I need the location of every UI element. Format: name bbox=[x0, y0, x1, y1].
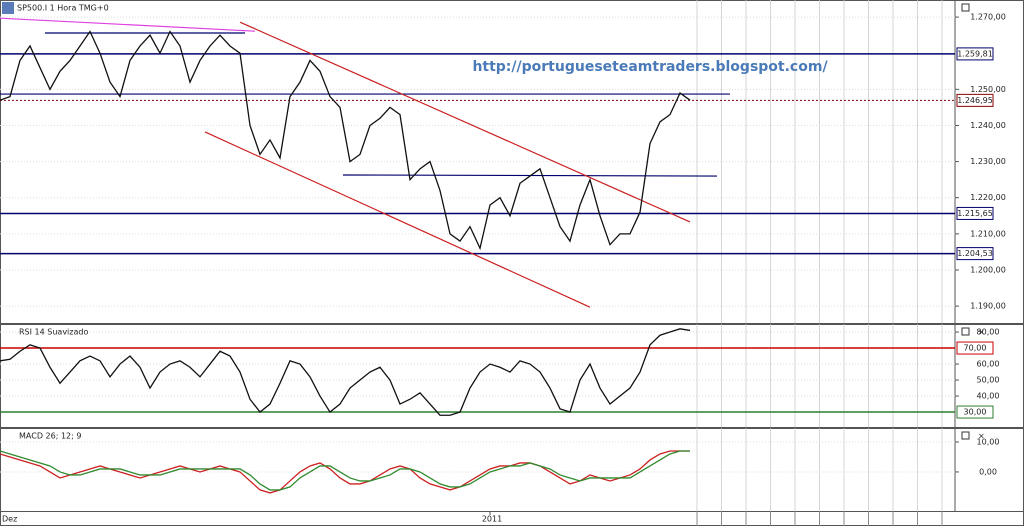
level-label-box bbox=[956, 93, 994, 107]
level-label: 30,00 bbox=[964, 408, 987, 417]
date-strip bbox=[0, 511, 1024, 526]
level-label-box bbox=[956, 47, 994, 61]
level-label: 1.215,65 bbox=[957, 209, 993, 218]
y-tick-label: 1.250,00 bbox=[970, 85, 1006, 94]
panel-button[interactable] bbox=[961, 431, 970, 440]
level-label-box bbox=[956, 206, 994, 220]
trend-line bbox=[239, 21, 691, 223]
close-button[interactable]: × bbox=[978, 432, 985, 441]
y-tick-label: 1.220,00 bbox=[970, 193, 1006, 202]
y-tick-label: 1.190,00 bbox=[970, 302, 1006, 311]
level-label-box bbox=[956, 247, 994, 261]
panel-title: SP500.I 1 Hora TMG+0 bbox=[17, 4, 109, 13]
panel-button[interactable] bbox=[961, 3, 970, 12]
panel-title: RSI 14 Suavizado bbox=[19, 328, 88, 337]
level-label: 1.259,81 bbox=[957, 49, 993, 58]
y-tick-label: 1.270,00 bbox=[970, 13, 1006, 22]
url-annotation: http://portugueseteamtraders.blogspot.co… bbox=[472, 59, 828, 75]
y-tick-label: 1.200,00 bbox=[970, 265, 1006, 274]
panel-title: MACD 26; 12; 9 bbox=[19, 432, 81, 441]
y-tick-label: 0,00 bbox=[979, 467, 997, 476]
y-tick-label: 1.240,00 bbox=[970, 121, 1006, 130]
y-tick-label: 50,00 bbox=[977, 376, 1000, 385]
close-button[interactable]: × bbox=[978, 328, 985, 337]
y-tick-label: 10,00 bbox=[977, 437, 1000, 446]
level-label-box bbox=[956, 341, 994, 355]
level-label: 1.246,95 bbox=[957, 96, 993, 105]
y-tick-label: 80,00 bbox=[977, 328, 1000, 337]
trend-line bbox=[204, 131, 591, 308]
level-label: 70,00 bbox=[964, 344, 987, 353]
series-line bbox=[0, 30, 691, 251]
level-label: 1.204,53 bbox=[957, 249, 993, 258]
logo-icon bbox=[2, 2, 14, 14]
series-line bbox=[0, 450, 690, 494]
y-tick-label: 1.210,00 bbox=[970, 229, 1006, 238]
series-line bbox=[0, 328, 691, 416]
x-tick-label: Dez bbox=[2, 515, 17, 524]
y-tick-label: 1.230,00 bbox=[970, 157, 1006, 166]
series-line bbox=[0, 450, 690, 491]
panel-button[interactable] bbox=[961, 327, 970, 336]
y-tick-label: 40,00 bbox=[977, 392, 1000, 401]
trend-line bbox=[0, 17, 256, 32]
level-label-box bbox=[956, 405, 994, 419]
x-tick-label: 2011 bbox=[482, 515, 502, 524]
y-tick-label: 60,00 bbox=[977, 360, 1000, 369]
